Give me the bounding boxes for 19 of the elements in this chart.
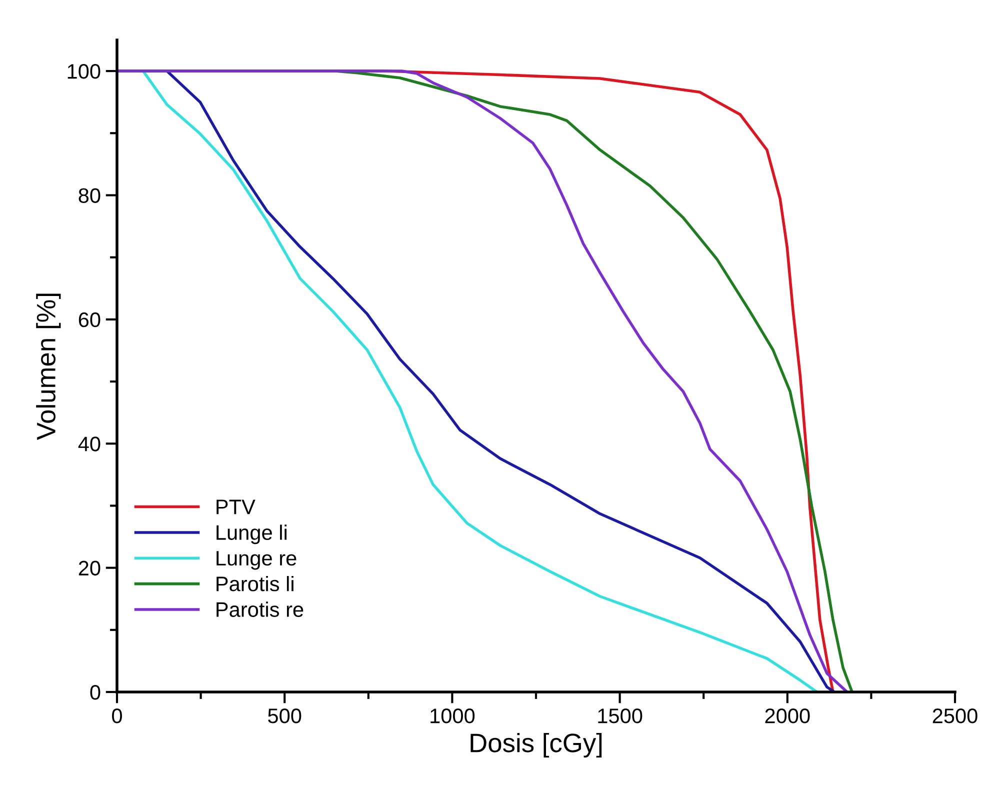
legend-label: Lunge li (216, 524, 286, 544)
y-axis-title: Volumen [%] (36, 294, 61, 440)
x-tick-label: 2000 (765, 708, 810, 724)
y-tick-label: 20 (78, 560, 100, 576)
y-tick-label: 0 (90, 685, 100, 700)
x-tick-label: 0 (112, 708, 122, 724)
x-tick-label: 2500 (932, 708, 978, 724)
y-tick-label: 80 (78, 188, 100, 203)
x-tick-label: 500 (268, 708, 302, 724)
legend-label: Parotis li (216, 576, 294, 592)
y-tick-label: 40 (78, 436, 100, 452)
x-axis-title: Dosis [cGy] (470, 732, 602, 758)
legend-label: Lunge re (216, 551, 296, 570)
y-tick-label: 100 (68, 64, 100, 79)
y-tick-label: 60 (78, 312, 100, 328)
x-tick-label: 1000 (430, 708, 475, 724)
legend-label: Parotis re (216, 602, 304, 617)
x-tick-label: 1500 (598, 708, 642, 724)
legend-label: PTV (216, 500, 256, 514)
